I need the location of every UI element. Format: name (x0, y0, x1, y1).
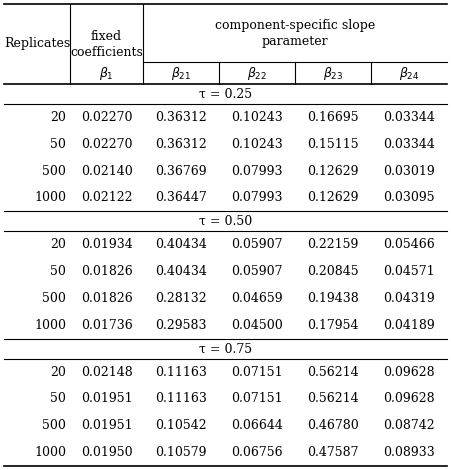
Text: $\beta_{21}$: $\beta_{21}$ (171, 64, 191, 81)
Text: $\beta_{24}$: $\beta_{24}$ (399, 64, 419, 81)
Text: $\beta_1$: $\beta_1$ (99, 64, 114, 81)
Text: 0.29583: 0.29583 (155, 319, 207, 332)
Text: 0.10243: 0.10243 (231, 138, 283, 151)
Text: 0.02140: 0.02140 (81, 164, 133, 178)
Text: 0.03095: 0.03095 (383, 191, 435, 204)
Text: 0.56214: 0.56214 (307, 366, 359, 378)
Text: 0.04571: 0.04571 (383, 265, 435, 278)
Text: 0.05907: 0.05907 (231, 238, 283, 251)
Text: 0.36312: 0.36312 (155, 138, 207, 151)
Text: 0.03344: 0.03344 (383, 111, 435, 124)
Text: 0.16695: 0.16695 (307, 111, 359, 124)
Text: 0.01736: 0.01736 (81, 319, 133, 332)
Text: 50: 50 (50, 138, 66, 151)
Text: 0.04189: 0.04189 (383, 319, 435, 332)
Text: 0.22159: 0.22159 (307, 238, 359, 251)
Text: 1000: 1000 (34, 319, 66, 332)
Text: 0.07151: 0.07151 (231, 392, 283, 406)
Text: 0.01826: 0.01826 (81, 265, 133, 278)
Text: 0.07993: 0.07993 (231, 164, 283, 178)
Text: 1000: 1000 (34, 446, 66, 459)
Text: 0.01934: 0.01934 (81, 238, 133, 251)
Text: 0.01826: 0.01826 (81, 292, 133, 305)
Text: τ = 0.25: τ = 0.25 (199, 87, 252, 101)
Text: 0.19438: 0.19438 (307, 292, 359, 305)
Text: 0.06756: 0.06756 (231, 446, 283, 459)
Text: τ = 0.75: τ = 0.75 (199, 342, 252, 355)
Text: 0.10579: 0.10579 (155, 446, 207, 459)
Text: 0.07151: 0.07151 (231, 366, 283, 378)
Text: 0.05907: 0.05907 (231, 265, 283, 278)
Text: 0.01951: 0.01951 (81, 392, 132, 406)
Text: 0.08933: 0.08933 (383, 446, 435, 459)
Text: component-specific slope
parameter: component-specific slope parameter (215, 18, 375, 47)
Text: Replicates: Replicates (4, 38, 70, 50)
Text: 0.11163: 0.11163 (155, 392, 207, 406)
Text: 0.04659: 0.04659 (231, 292, 283, 305)
Text: 0.10243: 0.10243 (231, 111, 283, 124)
Text: 0.40434: 0.40434 (155, 238, 207, 251)
Text: 0.09628: 0.09628 (383, 366, 435, 378)
Text: 1000: 1000 (34, 191, 66, 204)
Text: 0.02270: 0.02270 (81, 111, 132, 124)
Text: 500: 500 (42, 292, 66, 305)
Text: 0.09628: 0.09628 (383, 392, 435, 406)
Text: $\beta_{23}$: $\beta_{23}$ (323, 64, 343, 81)
Text: 0.07993: 0.07993 (231, 191, 283, 204)
Text: 50: 50 (50, 392, 66, 406)
Text: 500: 500 (42, 419, 66, 432)
Text: 0.46780: 0.46780 (307, 419, 359, 432)
Text: 0.08742: 0.08742 (383, 419, 435, 432)
Text: 0.05466: 0.05466 (383, 238, 435, 251)
Text: 0.04500: 0.04500 (231, 319, 283, 332)
Text: 0.15115: 0.15115 (307, 138, 359, 151)
Text: 20: 20 (50, 111, 66, 124)
Text: 0.01951: 0.01951 (81, 419, 132, 432)
Text: 0.12629: 0.12629 (307, 191, 359, 204)
Text: 0.03344: 0.03344 (383, 138, 435, 151)
Text: 0.02148: 0.02148 (81, 366, 133, 378)
Text: τ = 0.50: τ = 0.50 (199, 215, 252, 228)
Text: 0.40434: 0.40434 (155, 265, 207, 278)
Text: 0.56214: 0.56214 (307, 392, 359, 406)
Text: 0.02122: 0.02122 (81, 191, 132, 204)
Text: 0.28132: 0.28132 (155, 292, 207, 305)
Text: 0.17954: 0.17954 (307, 319, 359, 332)
Text: 20: 20 (50, 238, 66, 251)
Text: 0.36312: 0.36312 (155, 111, 207, 124)
Text: 0.47587: 0.47587 (307, 446, 359, 459)
Text: fixed
coefficients: fixed coefficients (70, 30, 143, 58)
Text: 0.36447: 0.36447 (155, 191, 207, 204)
Text: 0.10542: 0.10542 (155, 419, 207, 432)
Text: 0.03019: 0.03019 (383, 164, 435, 178)
Text: 0.20845: 0.20845 (307, 265, 359, 278)
Text: $\beta_{22}$: $\beta_{22}$ (247, 64, 267, 81)
Text: 0.02270: 0.02270 (81, 138, 132, 151)
Text: 0.11163: 0.11163 (155, 366, 207, 378)
Text: 50: 50 (50, 265, 66, 278)
Text: 0.36769: 0.36769 (155, 164, 207, 178)
Text: 0.12629: 0.12629 (307, 164, 359, 178)
Text: 0.01950: 0.01950 (81, 446, 132, 459)
Text: 0.06644: 0.06644 (231, 419, 283, 432)
Text: 20: 20 (50, 366, 66, 378)
Text: 0.04319: 0.04319 (383, 292, 435, 305)
Text: 500: 500 (42, 164, 66, 178)
